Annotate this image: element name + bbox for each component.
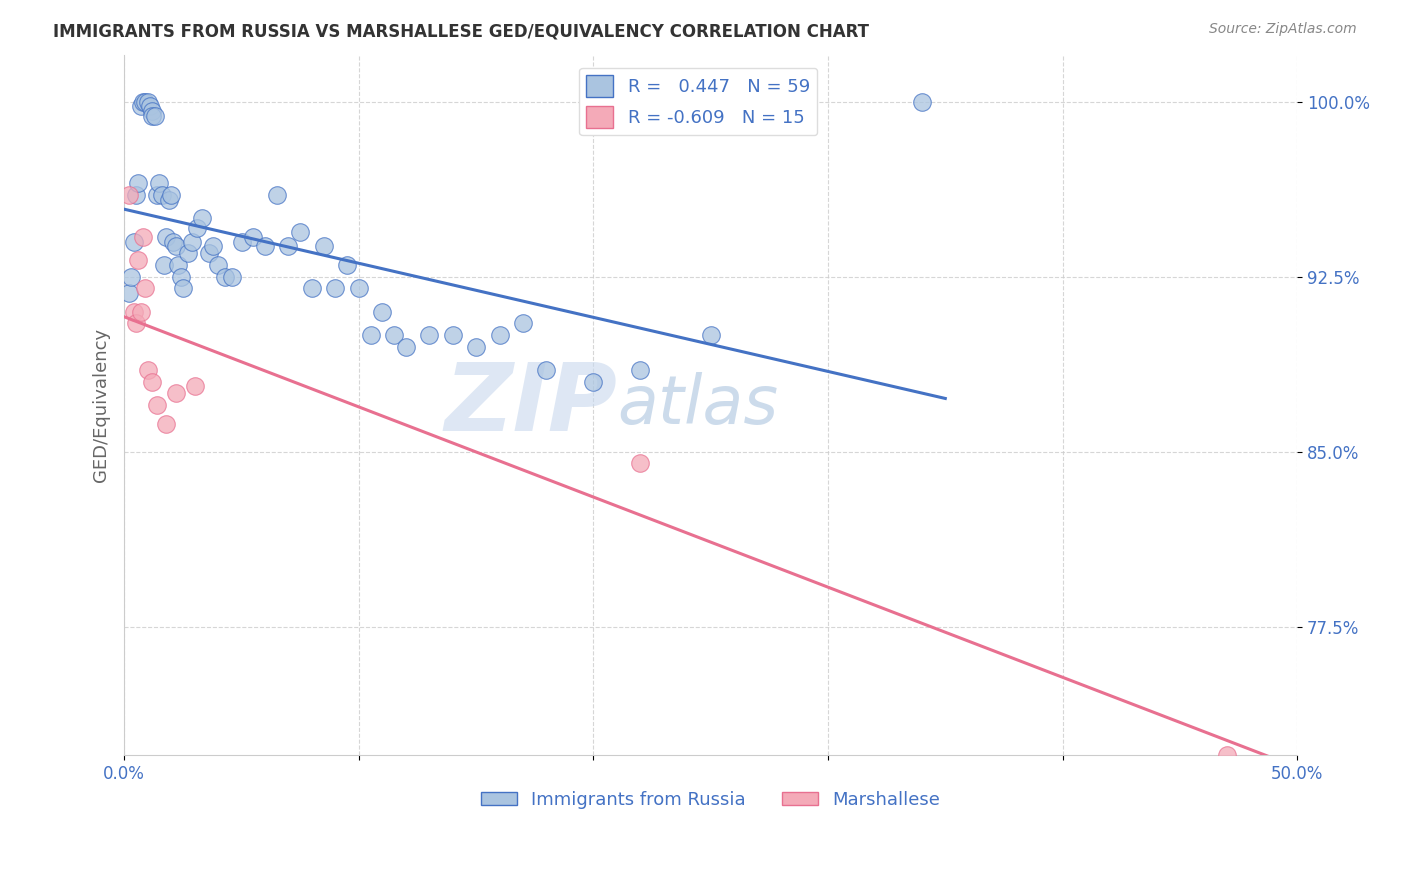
Point [699,328,721,343]
Point [134,95,156,109]
Point [146,398,169,412]
Point [266,188,288,202]
Point [197,246,219,260]
Point [1216,747,1239,762]
Point [127,177,149,191]
Point [336,258,359,272]
Point [221,269,243,284]
Point [371,304,394,318]
Point [190,211,212,226]
Point [382,328,405,343]
Point [418,328,440,343]
Point [582,375,605,389]
Point [325,281,347,295]
Point [202,239,225,253]
Point [165,239,187,253]
Point [125,317,148,331]
Point [253,239,276,253]
Point [136,363,159,377]
Point [176,246,198,260]
Point [143,109,166,123]
Y-axis label: GED/Equivalency: GED/Equivalency [93,328,110,482]
Point [312,239,335,253]
Point [120,269,142,284]
Point [150,188,173,202]
Point [134,281,156,295]
Text: Source: ZipAtlas.com: Source: ZipAtlas.com [1209,22,1357,37]
Point [169,269,191,284]
Point [186,220,208,235]
Point [214,269,236,284]
Point [160,188,183,202]
Point [118,188,141,202]
Point [148,177,170,191]
Point [181,235,204,249]
Point [347,281,370,295]
Point [155,230,177,244]
Point [146,188,169,202]
Point [301,281,323,295]
Point [141,109,163,123]
Point [118,286,141,301]
Text: IMMIGRANTS FROM RUSSIA VS MARSHALLESE GED/EQUIVALENCY CORRELATION CHART: IMMIGRANTS FROM RUSSIA VS MARSHALLESE GE… [53,22,869,40]
Point [157,193,180,207]
Point [125,188,148,202]
Point [242,230,264,244]
Point [231,235,253,249]
Point [139,99,162,113]
Point [441,328,464,343]
Point [628,456,651,470]
Point [136,95,159,109]
Point [488,328,510,343]
Point [141,375,163,389]
Point [465,340,488,354]
Text: ZIP: ZIP [444,359,617,451]
Point [512,317,534,331]
Legend: Immigrants from Russia, Marshallese: Immigrants from Russia, Marshallese [474,783,948,816]
Point [122,304,145,318]
Point [132,230,155,244]
Point [122,235,145,249]
Point [162,235,184,249]
Point [395,340,418,354]
Point [360,328,382,343]
Point [153,258,176,272]
Point [127,253,149,268]
Point [132,95,155,109]
Point [165,386,187,401]
Point [536,363,558,377]
Point [167,258,190,272]
Point [628,363,651,377]
Point [155,417,177,431]
Point [129,99,152,113]
Point [911,95,934,109]
Point [141,104,163,119]
Point [129,304,152,318]
Point [183,379,205,393]
Point [288,226,311,240]
Point [207,258,229,272]
Point [172,281,194,295]
Text: atlas: atlas [617,372,778,438]
Point [277,239,299,253]
